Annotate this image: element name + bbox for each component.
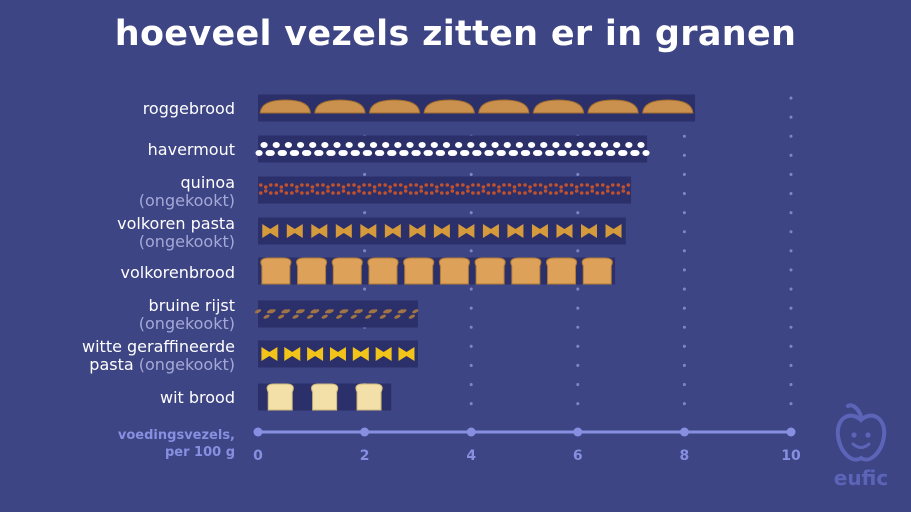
category-name: quinoa (180, 173, 235, 192)
wholegrain-bread-icon-pattern (260, 257, 613, 285)
x-axis-label-line2: per 100 g (164, 445, 235, 460)
category-name: volkorenbrood (120, 263, 235, 282)
bar-bruine-rijst (258, 300, 418, 328)
category-note: (ongekookt) (138, 191, 235, 210)
white-pasta-icon-pattern (261, 347, 415, 361)
white-bread-icon-pattern (266, 383, 383, 411)
bar-quinoa (258, 176, 632, 204)
category-name: roggebrood (142, 99, 235, 118)
category-label-roggebrood: roggebrood (143, 100, 235, 118)
category-label-volkoren-pasta: volkoren pasta (ongekookt) (117, 215, 235, 251)
category-name: witte geraffineerde (82, 337, 235, 356)
category-label-bruine-rijst: bruine rijst (ongekookt) (139, 297, 235, 333)
brown-rice-icon-pattern (254, 309, 419, 319)
category-name: havermout (147, 140, 235, 159)
category-note: (ongekookt) (138, 232, 235, 251)
chart-title: hoeveel vezels zitten er in granen (114, 14, 797, 54)
oat-flake-icon-pattern (255, 142, 650, 156)
category-name-line2: pasta (89, 355, 134, 374)
wholegrain-pasta-icon-pattern (262, 224, 622, 238)
quinoa-grain-icon-pattern (258, 183, 631, 195)
x-tick-label: 10 (781, 448, 801, 464)
x-tick-dot (360, 427, 370, 437)
eufic-logo: eufic (826, 400, 896, 500)
x-tick-label: 4 (466, 448, 476, 464)
category-label-volkorenbrood: volkorenbrood (120, 264, 235, 282)
x-tick-label: 8 (680, 448, 690, 464)
category-name: wit brood (159, 388, 235, 407)
category-name: volkoren pasta (117, 214, 235, 233)
x-tick-dot (786, 427, 796, 437)
x-tick-dot (573, 427, 583, 437)
category-name: bruine rijst (148, 296, 235, 315)
category-label-havermout: havermout (148, 141, 235, 159)
apple-logo-icon (835, 403, 887, 462)
category-note: (ongekookt) (138, 314, 235, 333)
x-axis-label: voedingsvezels, per 100 g (118, 427, 235, 461)
rye-bread-slice-icon-pattern (259, 99, 694, 114)
category-label-quinoa: quinoa (ongekookt) (139, 174, 235, 210)
x-tick-label: 0 (253, 448, 263, 464)
x-tick-dot (253, 427, 263, 437)
x-tick-dot (466, 427, 476, 437)
x-tick-label: 6 (573, 448, 583, 464)
category-note: (ongekookt) (138, 355, 235, 374)
x-tick-label: 2 (360, 448, 370, 464)
category-label-witte-pasta: witte geraffineerde pasta (ongekookt) (82, 338, 235, 374)
logo-text: eufic (833, 466, 889, 490)
category-label-wit-brood: wit brood (160, 389, 235, 407)
bar-havermout (258, 135, 648, 163)
x-tick-dot (679, 427, 689, 437)
x-axis-label-line1: voedingsvezels, (117, 428, 235, 443)
